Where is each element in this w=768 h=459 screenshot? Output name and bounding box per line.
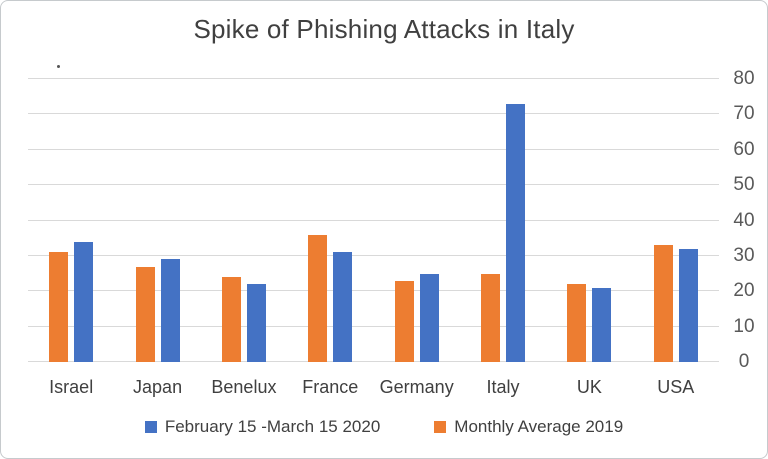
legend: February 15 -March 15 2020 Monthly Averag… (1, 415, 767, 439)
legend-swatch-icon (144, 421, 157, 433)
bar-benelux (221, 277, 241, 362)
x-label-israel: Israel (49, 377, 94, 397)
bar-germany (394, 280, 414, 362)
legend-label: Monthly Average 2019 (454, 417, 624, 436)
legend-entry: Monthly Average 2019 (434, 417, 623, 437)
y-tick-label-30: 30 (733, 244, 755, 266)
bar-uk (567, 284, 587, 362)
bar-italy (481, 273, 501, 362)
stray-dot (57, 65, 60, 68)
bar-israel (49, 252, 69, 362)
y-tick-label-10: 10 (733, 315, 755, 337)
bar-group-germany (374, 79, 460, 362)
legend-swatch-icon (434, 421, 447, 433)
x-label-france: France (302, 377, 359, 397)
bar-group-benelux (201, 79, 287, 362)
bar-israel (74, 241, 94, 362)
y-tick-label-60: 60 (733, 138, 755, 160)
gridline-20 (28, 290, 719, 292)
bar-group-usa (633, 79, 719, 362)
bar-uk (592, 287, 612, 362)
x-label-benelux: Benelux (211, 377, 277, 397)
bar-usa (678, 248, 698, 362)
bar-france (308, 234, 328, 362)
plot-area (28, 78, 719, 362)
x-label-japan: Japan (133, 377, 183, 397)
bar-germany (419, 273, 439, 362)
bar-group-uk (546, 79, 632, 362)
gridline-60 (28, 148, 719, 150)
legend-entry: February 15 -March 15 2020 (144, 417, 381, 437)
gridline-80 (28, 78, 719, 79)
bar-italy (506, 103, 526, 362)
x-label-uk: UK (576, 377, 602, 397)
bar-group-japan (114, 79, 200, 362)
bar-group-italy (460, 79, 546, 362)
bar-japan (160, 259, 180, 362)
bar-group-france (287, 79, 373, 362)
chart-title: Spike of Phishing Attacks in Italy (193, 14, 575, 44)
bar-usa (653, 245, 673, 362)
gridline-70 (28, 113, 719, 115)
legend-label: February 15 -March 15 2020 (164, 417, 381, 436)
x-label-germany: Germany (379, 377, 454, 397)
y-axis: 0 10 20 30 40 50 60 70 80 (723, 68, 765, 372)
y-tick-label-40: 40 (733, 209, 755, 231)
gridline-0 (28, 361, 719, 362)
x-label-usa: USA (657, 377, 695, 397)
gridline-40 (28, 219, 719, 221)
gridline-10 (28, 325, 719, 327)
bar-group-israel (28, 79, 114, 362)
bar-benelux (246, 284, 266, 362)
gridline-50 (28, 184, 719, 186)
gridline-30 (28, 254, 719, 256)
bar-japan (135, 266, 155, 362)
y-tick-label-50: 50 (733, 174, 755, 196)
y-tick-label-70: 70 (733, 103, 755, 125)
y-tick-label-20: 20 (733, 280, 755, 302)
x-axis: Israel Japan Benelux France Germany Italy UK US… (28, 374, 719, 400)
bar-france (333, 252, 353, 362)
bars-row (28, 79, 719, 362)
x-label-italy: Italy (486, 377, 520, 397)
y-tick-label-80: 80 (733, 68, 755, 89)
y-tick-label-0: 0 (738, 351, 750, 372)
